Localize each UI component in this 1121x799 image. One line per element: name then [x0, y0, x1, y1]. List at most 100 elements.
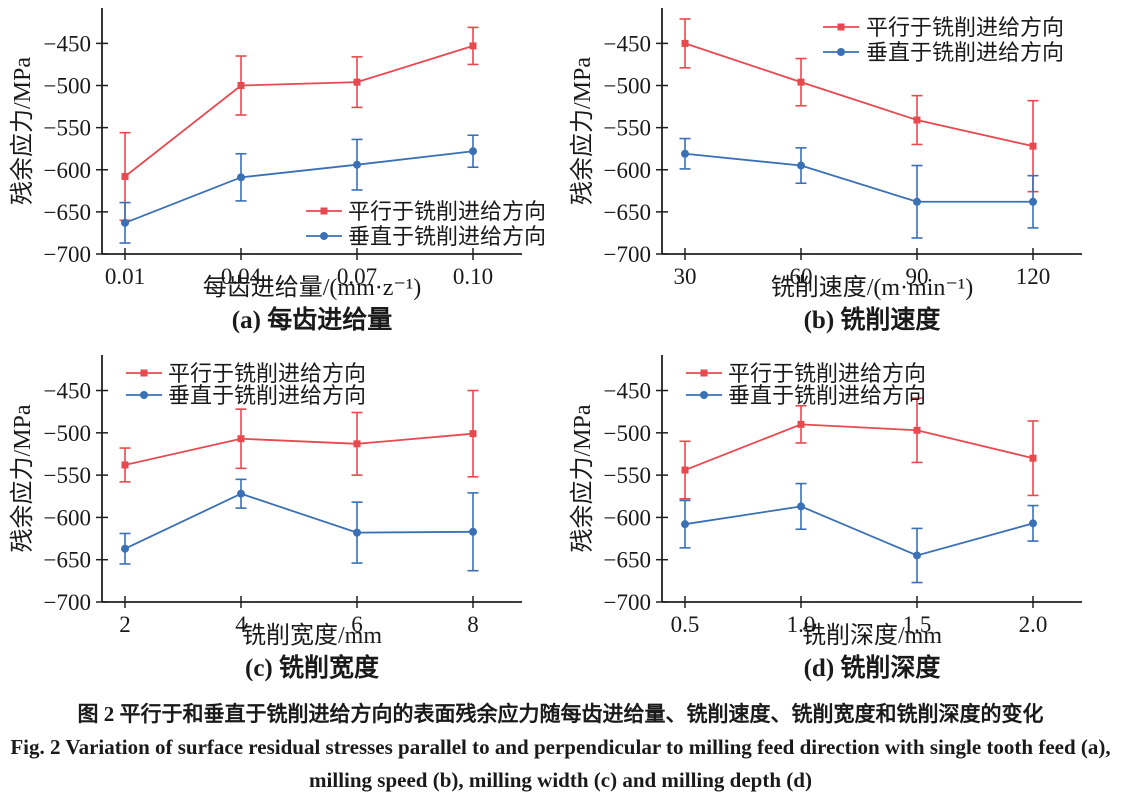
y-tick-label: −550	[604, 463, 651, 488]
y-tick-label: −550	[44, 463, 91, 488]
series-perpendicular-line	[124, 150, 474, 224]
marker-square	[797, 78, 805, 86]
x-axis-label: 铣削宽度/mm	[242, 622, 382, 649]
marker-square	[353, 440, 361, 448]
legend-label: 垂直于铣削进给方向	[728, 383, 926, 408]
marker-square	[353, 78, 361, 86]
x-tick-label: 30	[674, 264, 697, 289]
marker-square	[121, 172, 129, 180]
axes	[661, 8, 1082, 255]
series-perpendicular-line	[124, 492, 474, 550]
charts-grid: −450 −500 −550 −600 −650 −700 0.01 0.04 0.07 0.10…	[9, 8, 1082, 682]
y-axis-ticks: −450 −500 −550 −600 −650 −700	[604, 379, 668, 615]
series-parallel	[679, 397, 1039, 500]
chart-milling-speed: −450 −500 −550 −600 −650 −700 30 60 90 120 残余应力/MP…	[569, 8, 1082, 334]
y-tick-label: −700	[44, 590, 91, 615]
chart-feed-per-tooth: −450 −500 −550 −600 −650 −700 0.01 0.04 0.07 0.10…	[9, 8, 546, 334]
x-tick-label: 0.07	[337, 264, 377, 289]
x-tick-label: 2	[119, 612, 131, 637]
series-perpendicular-line	[684, 152, 1033, 203]
marker-circle	[1029, 519, 1037, 528]
legend-marker	[837, 48, 845, 56]
series-parallel-line	[684, 423, 1034, 471]
legend-label: 平行于铣削进给方向	[728, 361, 926, 386]
y-tick-label: −600	[44, 158, 91, 183]
marker-square	[121, 461, 129, 469]
x-tick-label: 1.5	[903, 612, 932, 637]
legend-marker	[700, 391, 708, 399]
marker-square	[237, 82, 245, 90]
marker-circle	[913, 197, 921, 206]
y-tick-label: −650	[604, 548, 651, 573]
marker-square	[237, 435, 245, 443]
y-tick-label: −650	[44, 548, 91, 573]
y-axis-ticks: −450 −500 −550 −600 −650 −700	[44, 379, 108, 615]
y-tick-label: −500	[604, 74, 651, 99]
marker-circle	[237, 489, 245, 498]
subplot-title: (c) 铣削宽度	[245, 653, 379, 682]
x-tick-label: 2.0	[1019, 612, 1048, 637]
series-perpendicular	[679, 137, 1039, 239]
y-axis-ticks: −450 −500 −550 −600 −650 −700	[44, 31, 108, 267]
x-tick-label: 0.04	[221, 264, 262, 289]
marker-circle	[469, 147, 477, 156]
y-tick-label: −500	[44, 421, 91, 446]
caption-english-line2: milling speed (b), milling width (c) and…	[309, 768, 812, 792]
marker-square	[681, 39, 689, 47]
legend-label: 垂直于铣削进给方向	[168, 383, 366, 408]
y-tick-label: −450	[604, 379, 651, 404]
series-parallel	[119, 26, 479, 222]
caption-english-line1: Fig. 2 Variation of surface residual str…	[10, 735, 1111, 759]
y-axis-label: 残余应力/MPa	[9, 57, 36, 205]
marker-circle	[237, 173, 245, 182]
marker-square	[469, 430, 477, 438]
marker-square	[1029, 454, 1037, 462]
x-tick-label: 120	[1016, 264, 1051, 289]
x-axis-ticks: 30 60 90 120	[674, 248, 1051, 289]
series-parallel-line	[124, 432, 474, 466]
marker-square	[797, 420, 805, 428]
y-tick-label: −450	[604, 31, 651, 56]
y-axis-label: 残余应力/MPa	[9, 404, 36, 552]
x-axis-label: 铣削速度/(m·min⁻¹)	[771, 274, 974, 301]
marker-circle	[797, 161, 805, 170]
series-perpendicular	[119, 478, 479, 572]
y-tick-label: −600	[44, 505, 91, 530]
y-tick-label: −450	[44, 31, 91, 56]
series-parallel	[119, 389, 479, 483]
marker-circle	[469, 527, 477, 536]
marker-circle	[1029, 197, 1037, 206]
marker-square	[1029, 142, 1037, 150]
series-perpendicular	[119, 134, 479, 244]
figure-caption: 图 2 平行于和垂直于铣削进给方向的表面残余应力随每齿进给量、铣削速度、铣削宽度…	[0, 692, 1121, 797]
marker-circle	[121, 544, 129, 553]
marker-square	[469, 42, 477, 50]
axes	[101, 8, 522, 255]
y-axis-label: 残余应力/MPa	[569, 404, 596, 552]
legend-marker	[837, 23, 845, 31]
legend-marker	[320, 232, 328, 240]
marker-circle	[121, 218, 129, 227]
legend-label: 垂直于铣削进给方向	[348, 224, 546, 249]
series-parallel-line	[684, 42, 1034, 148]
legend-label: 平行于铣削进给方向	[348, 199, 546, 224]
legend-label: 平行于铣削进给方向	[866, 15, 1064, 40]
y-tick-label: −500	[44, 74, 91, 99]
legend-marker	[700, 369, 708, 377]
x-tick-label: 1.0	[787, 612, 816, 637]
x-axis-ticks: 0.5 1.0 1.5 2.0	[671, 596, 1048, 637]
marker-circle	[681, 520, 689, 529]
series-perpendicular	[679, 482, 1039, 584]
series-perpendicular-line	[684, 505, 1034, 557]
marker-circle	[797, 502, 805, 511]
legend-label: 平行于铣削进给方向	[168, 361, 366, 386]
y-tick-label: −650	[604, 200, 651, 225]
subplot-title: (d) 铣削深度	[804, 653, 941, 682]
x-axis-ticks: 2 4 6 8	[119, 596, 479, 637]
x-axis-label: 铣削深度/mm	[802, 622, 942, 649]
x-tick-label: 0.5	[671, 612, 700, 637]
